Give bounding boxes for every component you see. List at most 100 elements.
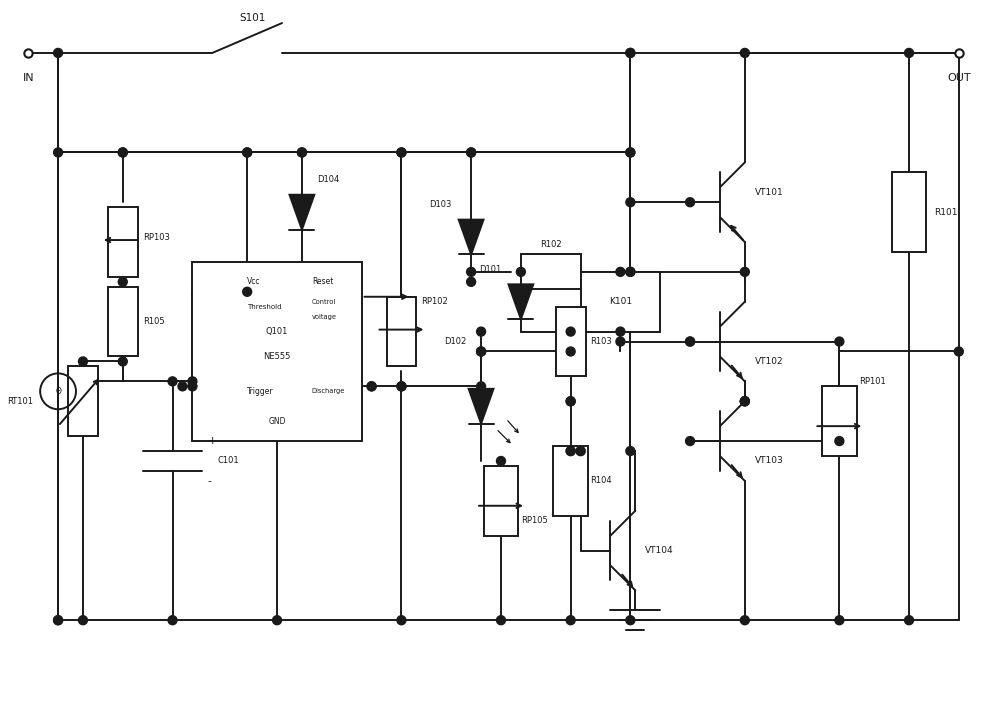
Circle shape: [686, 337, 695, 346]
Circle shape: [626, 616, 635, 625]
Circle shape: [566, 347, 575, 356]
Circle shape: [905, 616, 914, 625]
Text: RP103: RP103: [143, 233, 170, 242]
Circle shape: [835, 616, 844, 625]
Circle shape: [243, 148, 252, 157]
Circle shape: [616, 337, 625, 346]
Text: RT101: RT101: [7, 396, 33, 406]
Circle shape: [616, 267, 625, 276]
Circle shape: [686, 337, 695, 346]
Circle shape: [367, 382, 376, 391]
Text: +: +: [207, 436, 217, 446]
Circle shape: [740, 49, 749, 58]
Circle shape: [477, 347, 486, 356]
Circle shape: [954, 347, 963, 356]
Polygon shape: [469, 389, 494, 424]
Text: D101: D101: [479, 265, 501, 274]
Circle shape: [467, 267, 476, 276]
Circle shape: [686, 437, 695, 446]
Circle shape: [496, 456, 505, 465]
Circle shape: [297, 148, 306, 157]
Circle shape: [467, 278, 476, 286]
Circle shape: [566, 446, 575, 456]
Circle shape: [566, 446, 575, 456]
Circle shape: [243, 148, 252, 157]
Circle shape: [168, 616, 177, 625]
Polygon shape: [508, 284, 533, 319]
Bar: [581, 272, 660, 332]
Circle shape: [397, 148, 406, 157]
Circle shape: [740, 396, 749, 406]
Bar: [822, 387, 857, 456]
Circle shape: [626, 148, 635, 157]
Circle shape: [686, 198, 695, 207]
Bar: [192, 262, 362, 441]
Text: OUT: OUT: [947, 73, 971, 83]
Text: RP101: RP101: [859, 377, 886, 386]
Circle shape: [397, 616, 406, 625]
Bar: [892, 172, 926, 252]
Text: D104: D104: [317, 175, 339, 184]
Text: S101: S101: [239, 13, 265, 23]
Circle shape: [118, 278, 127, 286]
Circle shape: [740, 267, 749, 276]
Text: VT102: VT102: [755, 357, 783, 366]
Text: R105: R105: [143, 317, 164, 326]
Circle shape: [626, 49, 635, 58]
Polygon shape: [459, 219, 484, 254]
Circle shape: [576, 446, 585, 456]
Circle shape: [54, 148, 63, 157]
Circle shape: [54, 616, 63, 625]
Circle shape: [54, 49, 63, 58]
Text: -: -: [207, 476, 211, 486]
Text: D103: D103: [429, 200, 451, 209]
Circle shape: [297, 148, 306, 157]
Circle shape: [516, 267, 525, 276]
Bar: [68, 366, 98, 436]
Circle shape: [467, 148, 476, 157]
Circle shape: [78, 357, 87, 366]
Circle shape: [576, 446, 585, 456]
Circle shape: [740, 396, 749, 406]
Circle shape: [626, 267, 635, 276]
Circle shape: [477, 347, 486, 356]
Circle shape: [243, 288, 252, 296]
Circle shape: [477, 382, 486, 391]
Circle shape: [397, 148, 406, 157]
Circle shape: [496, 616, 505, 625]
Text: Trigger: Trigger: [247, 387, 274, 396]
Circle shape: [740, 616, 749, 625]
Text: VT103: VT103: [755, 456, 784, 465]
Circle shape: [905, 49, 914, 58]
Text: R101: R101: [934, 207, 957, 217]
Circle shape: [188, 377, 197, 386]
Circle shape: [626, 198, 635, 207]
Circle shape: [616, 327, 625, 336]
Circle shape: [54, 616, 63, 625]
Circle shape: [566, 616, 575, 625]
Text: VT104: VT104: [645, 546, 674, 555]
Circle shape: [397, 382, 406, 391]
Text: Discharge: Discharge: [312, 388, 345, 394]
Circle shape: [188, 382, 197, 391]
Circle shape: [626, 446, 635, 456]
Circle shape: [626, 267, 635, 276]
Text: D102: D102: [444, 337, 466, 346]
Text: Threshold: Threshold: [247, 304, 282, 310]
Circle shape: [566, 396, 575, 406]
Text: Vcc: Vcc: [247, 277, 261, 286]
Text: Control: Control: [312, 299, 336, 304]
Text: NE555: NE555: [263, 352, 291, 361]
Circle shape: [835, 437, 844, 446]
Text: R103: R103: [591, 337, 612, 346]
Bar: [108, 287, 138, 356]
Circle shape: [168, 377, 177, 386]
Text: voltage: voltage: [312, 314, 337, 320]
Circle shape: [467, 148, 476, 157]
Circle shape: [566, 327, 575, 336]
Polygon shape: [289, 195, 314, 230]
Bar: [108, 207, 138, 277]
Text: GND: GND: [268, 417, 286, 426]
Text: Reset: Reset: [312, 277, 333, 286]
Circle shape: [367, 382, 376, 391]
